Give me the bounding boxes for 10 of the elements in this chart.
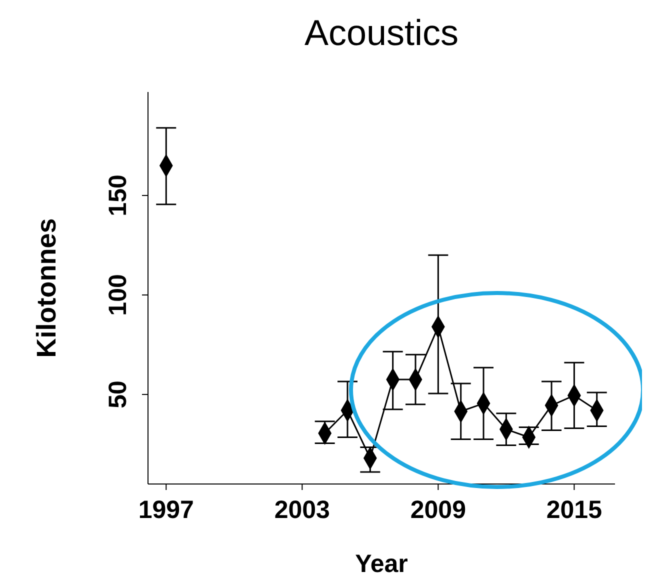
y-axis-title: Kilotonnes	[32, 218, 62, 358]
x-axis-title: Year	[355, 550, 408, 578]
x-tick-label: 1997	[138, 496, 194, 524]
chart-title: Acoustics	[303, 12, 460, 54]
y-tick-label: 150	[104, 174, 132, 216]
x-tick-label: 2003	[274, 496, 330, 524]
y-tick-label: 100	[104, 274, 132, 316]
y-tick-label: 50	[104, 380, 132, 408]
x-tick-label: 2009	[410, 496, 466, 524]
x-tick-label: 2015	[546, 496, 602, 524]
